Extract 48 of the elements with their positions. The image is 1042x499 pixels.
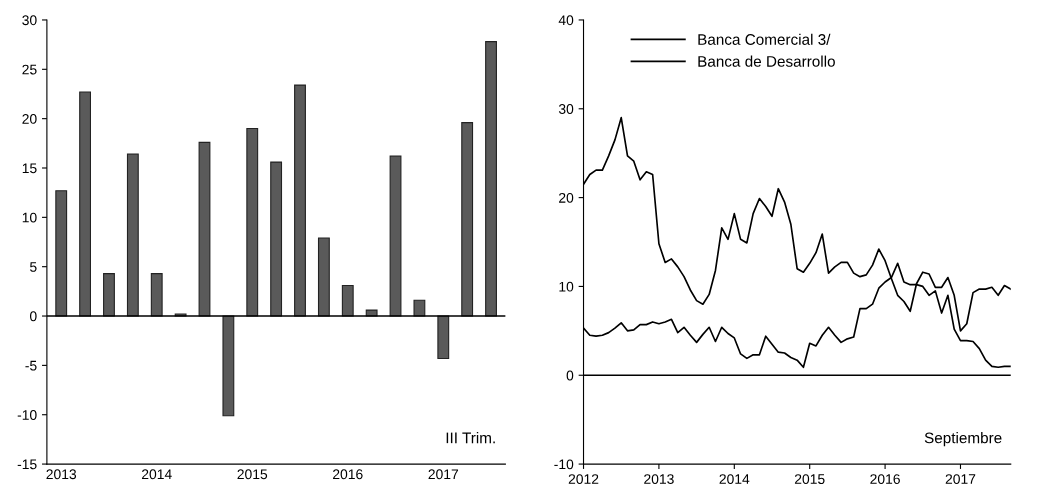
y-tick-label: 10 xyxy=(559,281,574,292)
y-tick-label: 5 xyxy=(30,262,37,272)
x-tick-label: 2016 xyxy=(333,469,363,480)
x-tick-label: 2015 xyxy=(237,469,268,480)
bar xyxy=(270,161,283,317)
y-tick-label: 0 xyxy=(29,311,37,322)
y-tick-label: 25 xyxy=(22,64,37,75)
y-tick-label: -5 xyxy=(25,360,37,371)
bar xyxy=(55,190,68,317)
bar xyxy=(437,315,450,360)
y-tick-label: 30 xyxy=(558,104,574,114)
y-tick-label: 30 xyxy=(22,15,37,26)
x-tick-label: 2015 xyxy=(794,474,825,484)
annotation: Septiembre xyxy=(924,432,1002,447)
y-tick-label: 0 xyxy=(566,370,574,381)
x-tick-label: 2012 xyxy=(568,474,599,484)
bar xyxy=(150,273,163,317)
y-tick-label: 20 xyxy=(22,113,37,124)
x-tick-label: 2016 xyxy=(870,474,900,484)
bar xyxy=(246,127,259,317)
x-tick-label: 2013 xyxy=(644,474,674,484)
y-tick-label: 10 xyxy=(22,212,37,223)
x-tick-label: 2013 xyxy=(46,469,77,480)
bar xyxy=(198,141,211,317)
bar xyxy=(126,153,139,317)
bar xyxy=(79,91,92,317)
x-tick-label: 2017 xyxy=(945,474,976,484)
legend-label: Banca de Desarrollo xyxy=(698,55,835,67)
bar xyxy=(413,299,426,317)
x-tick-label: 2014 xyxy=(141,469,172,480)
bar xyxy=(103,273,115,317)
x-tick-label: 2017 xyxy=(428,469,459,480)
bar xyxy=(317,237,330,317)
y-tick-label: 40 xyxy=(558,15,574,26)
y-tick-label: -10 xyxy=(17,410,37,420)
y-tick-label: 20 xyxy=(559,192,574,203)
bar xyxy=(389,155,402,317)
bar xyxy=(341,284,354,317)
bar xyxy=(485,41,497,317)
bar xyxy=(461,122,474,317)
annotation: III Trim. xyxy=(446,432,495,444)
x-tick-label: 2014 xyxy=(719,474,750,484)
bar xyxy=(222,315,235,417)
y-tick-label: -15 xyxy=(17,459,37,470)
bar xyxy=(294,84,306,317)
y-tick-label: -10 xyxy=(554,459,574,470)
legend-label: Banca Comercial 3/ xyxy=(698,33,831,45)
y-tick-label: 15 xyxy=(22,163,37,174)
